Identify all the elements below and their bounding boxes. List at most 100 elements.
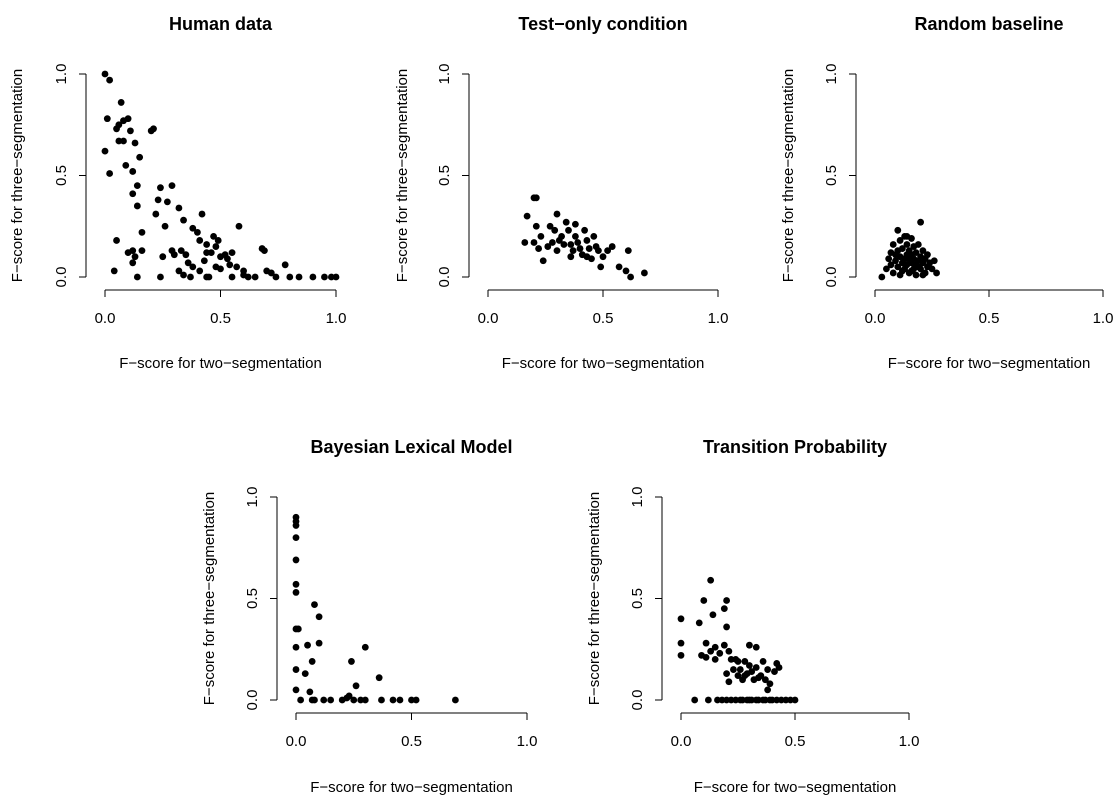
data-point [624,247,632,255]
data-point [196,267,204,275]
data-point [451,696,459,704]
data-point [103,115,111,123]
data-point [711,656,719,663]
data-point [583,253,591,261]
data-point [187,273,194,281]
data-point [361,643,369,651]
data-point [168,182,176,190]
data-point [885,255,893,263]
data-point [133,202,141,210]
x-tick-label: 0.0 [865,310,886,327]
data-point [730,666,737,673]
data-point [702,639,710,647]
data-point [311,696,318,704]
data-point [106,170,114,177]
scatter-panel: Bayesian Lexical Model 0.0 0.5 1.0 0.0 0.5 1.0… [201,437,537,796]
data-point [746,662,753,669]
data-point [581,226,588,234]
data-point [292,534,300,541]
data-point [725,647,733,655]
data-point [878,273,886,281]
data-point [627,273,634,281]
data-point [707,576,715,584]
y-tick-label: 0.0 [53,267,70,288]
data-point [292,666,300,673]
data-point [551,226,559,234]
data-point [720,605,728,613]
y-tick-label: 0.5 [244,588,261,609]
x-tick-label: 1.0 [326,310,347,327]
data-point [159,253,167,261]
data-point [702,653,710,661]
x-axis-label: F−score for two−segmentation [694,779,897,796]
data-point [281,261,289,269]
x-tick-label: 1.0 [708,310,729,327]
data-point [914,241,922,248]
data-point [734,672,742,680]
data-point [309,273,317,281]
data-point [775,664,783,671]
y-axis-label: F−score for three−segmentation [201,492,218,705]
data-point [207,249,215,257]
data-point [908,267,915,275]
data-point [919,271,927,279]
data-point [720,641,728,649]
data-point [133,182,141,190]
y-tick-label: 0.5 [823,165,840,186]
data-point [641,269,648,277]
data-point [240,271,248,279]
data-point [115,121,123,129]
y-tick-label: 1.0 [629,487,646,508]
data-point [120,137,127,145]
data-point [748,668,756,675]
data-point [903,241,911,248]
data-point [198,210,206,218]
data-point [727,696,735,704]
data-point [332,273,340,281]
data-point [725,678,733,686]
data-point [597,263,605,271]
data-point [567,253,575,261]
data-point [883,265,890,273]
data-point [375,674,383,682]
data-point [558,233,565,240]
data-point [898,267,906,275]
data-point [535,245,542,252]
data-point [759,658,767,665]
data-point [752,664,760,671]
x-tick-label: 0.5 [593,310,614,327]
data-point [523,212,531,220]
data-point [615,263,623,271]
data-point [228,273,236,281]
y-tick-label: 0.5 [629,588,646,609]
data-point [235,222,243,230]
x-tick-label: 0.5 [401,733,422,750]
x-tick-label: 1.0 [899,733,920,750]
data-point [707,647,715,655]
panel-title: Transition Probability [703,437,887,457]
y-axis-label: F−score for three−segmentation [394,69,411,282]
data-point [732,656,740,663]
data-point [350,696,358,704]
data-point [321,273,328,281]
x-tick-label: 0.0 [95,310,116,327]
data-point [608,243,616,250]
data-point [150,125,157,133]
data-point [521,239,529,246]
data-point [912,271,920,279]
data-point [759,696,767,704]
data-point [912,249,920,257]
data-point [297,696,305,704]
data-point [569,247,577,255]
data-point [152,210,160,218]
data-point [136,153,144,161]
x-tick-label: 0.5 [979,310,1000,327]
data-point [286,273,294,281]
data-point [311,601,318,608]
data-point [292,686,300,694]
data-point [565,226,572,234]
data-point [292,580,300,588]
y-axis-label: F−score for three−segmentation [9,69,26,282]
data-point [546,222,554,230]
